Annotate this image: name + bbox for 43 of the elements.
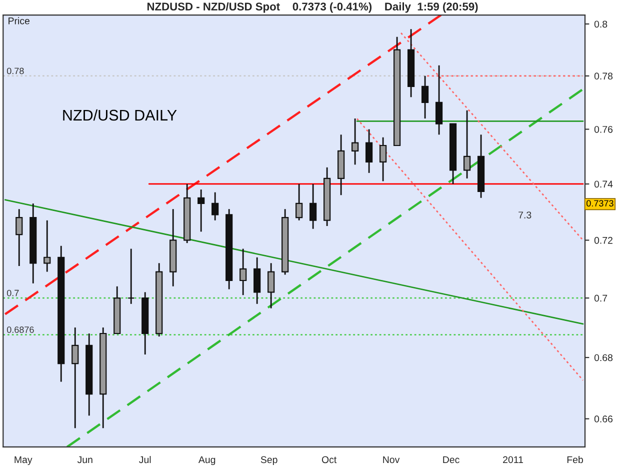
candlestick [240,248,247,296]
candlestick [351,118,359,166]
candlestick [268,262,275,309]
y-tick-label: 0.68 [594,354,613,362]
x-tick-label: Feb [567,456,583,464]
candlestick [463,110,471,180]
candlestick [379,136,387,182]
y-tick-label: 0.7 [594,294,608,302]
y-tick-label: 0.74 [594,180,613,188]
x-tick-label: Aug [198,456,216,466]
ref-line-label: 0.6876 [6,326,34,333]
candlestick [72,326,79,429]
candlestick [421,75,429,120]
x-tick-label: Jul [139,456,151,464]
candlestick [296,183,303,222]
candlestick [128,248,135,305]
y-tick-label: 0.78 [594,72,613,80]
candlestick [365,128,373,174]
candlestick [212,192,219,222]
annotation: 7.3 [518,212,532,218]
y-tick-label: 0.8 [594,20,608,28]
annotation: NZD/USD DAILY [63,109,177,121]
x-tick-label: Jun [77,456,92,464]
ref-line-label: 0.7 [6,290,19,296]
x-tick-label: Oct [322,456,337,464]
candlestick [44,220,51,272]
x-tick-label: Sep [260,456,278,466]
candlestick [310,183,317,230]
x-tick-label: 2011 [503,456,523,464]
candlestick [254,256,261,305]
x-tick-label: May [14,456,32,466]
ref-line-label: 0.78 [6,68,24,74]
x-tick-label: Nov [383,456,400,464]
candlestick [435,64,443,136]
y-tick-label: 0.72 [594,236,612,244]
candlestick [16,208,23,267]
chart-title: NZDUSD - NZD/USD Spot 0.7373 (-0.41%) Daily 1:59 (20:59) [147,2,478,13]
text: 0.7373 [586,200,614,207]
candlestick [198,188,205,232]
y-axis-title: Price [8,17,30,24]
y-tick-label: 0.76 [594,126,613,133]
y-tick-label: 0.66 [594,416,613,422]
x-tick-label: Dec [443,456,460,464]
